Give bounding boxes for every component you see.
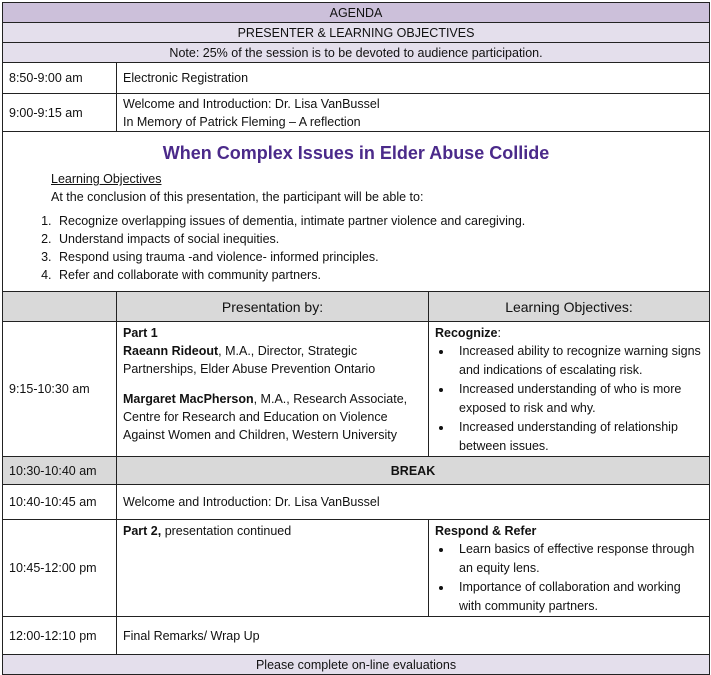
presenter-credentials: , M.A., Director, Strategic Partnerships…	[123, 344, 376, 376]
presenters-cell: Part 1 Raeann Rideout, M.A., Director, S…	[116, 321, 429, 457]
empty-header-cell	[2, 291, 117, 322]
activity-cell: Welcome and Introduction: Dr. Lisa VanBu…	[115, 93, 711, 132]
presentation-by-header: Presentation by:	[116, 291, 429, 322]
activity-cell: Electronic Registration	[115, 62, 711, 94]
part-description: presentation continued	[161, 524, 292, 538]
activity-cell: Welcome and Introduction: Dr. Lisa VanBu…	[115, 484, 711, 520]
time-cell: 8:50-9:00 am	[2, 62, 117, 94]
time-cell: 9:15-10:30 am	[2, 321, 117, 457]
bullet-item: Increased understanding of relationship …	[453, 418, 703, 456]
subtitle-heading: PRESENTER & LEARNING OBJECTIVES	[1, 22, 711, 43]
bullet-item: Learn basics of effective response throu…	[453, 540, 703, 578]
objective-item: Respond using trauma -and violence- info…	[55, 248, 703, 266]
objective-bullets: Learn basics of effective response throu…	[435, 540, 703, 616]
agenda-heading: AGENDA	[1, 2, 711, 23]
objective-item: Refer and collaborate with community par…	[55, 266, 703, 284]
objectives-cell: Respond & Refer Learn basics of effectiv…	[427, 519, 711, 617]
memory-line: In Memory of Patrick Fleming – A reflect…	[123, 114, 361, 129]
part-label: Part 2,	[123, 524, 162, 538]
session-overview: When Complex Issues in Elder Abuse Colli…	[1, 131, 711, 292]
time-cell: 9:00-9:15 am	[2, 93, 117, 132]
presenter-credentials: , M.A., Research Associate, Centre for R…	[123, 392, 408, 442]
objective-bullets: Increased ability to recognize warning s…	[435, 342, 703, 456]
presenters-cell: Part 2, presentation continued	[116, 519, 429, 617]
time-cell: 10:40-10:45 am	[2, 484, 117, 520]
objectives-list: Recognize overlapping issues of dementia…	[9, 212, 703, 284]
participation-note: Note: 25% of the session is to be devote…	[1, 42, 711, 63]
objective-item: Recognize overlapping issues of dementia…	[55, 212, 703, 230]
part-label: Part 1	[123, 326, 158, 340]
evaluation-footer: Please complete on-line evaluations	[1, 654, 711, 675]
activity-cell: Final Remarks/ Wrap Up	[115, 616, 711, 655]
colon: :	[497, 326, 501, 340]
objective-item: Understand impacts of social inequities.	[55, 230, 703, 248]
objectives-intro: At the conclusion of this presentation, …	[51, 190, 424, 204]
learning-objectives-header: Learning Objectives:	[427, 291, 711, 322]
presenter-name: Raeann Rideout	[123, 344, 219, 358]
time-cell: 10:45-12:00 pm	[2, 519, 117, 617]
time-cell: 10:30-10:40 am	[2, 456, 117, 485]
session-title: When Complex Issues in Elder Abuse Colli…	[162, 143, 550, 163]
bullet-item: Importance of collaboration and working …	[453, 578, 703, 616]
break-label: BREAK	[115, 456, 711, 485]
bullet-item: Increased ability to recognize warning s…	[453, 342, 703, 380]
learning-objectives-heading: Learning Objectives	[51, 172, 162, 186]
objectives-cell: Recognize: Increased ability to recogniz…	[427, 321, 711, 457]
presenter-name: Margaret MacPherson	[123, 392, 254, 406]
bullet-item: Increased understanding of who is more e…	[453, 380, 703, 418]
welcome-line: Welcome and Introduction: Dr. Lisa VanBu…	[123, 96, 380, 111]
objective-heading: Respond & Refer	[435, 524, 537, 538]
time-cell: 12:00-12:10 pm	[2, 616, 117, 655]
objective-heading: Recognize	[435, 326, 498, 340]
